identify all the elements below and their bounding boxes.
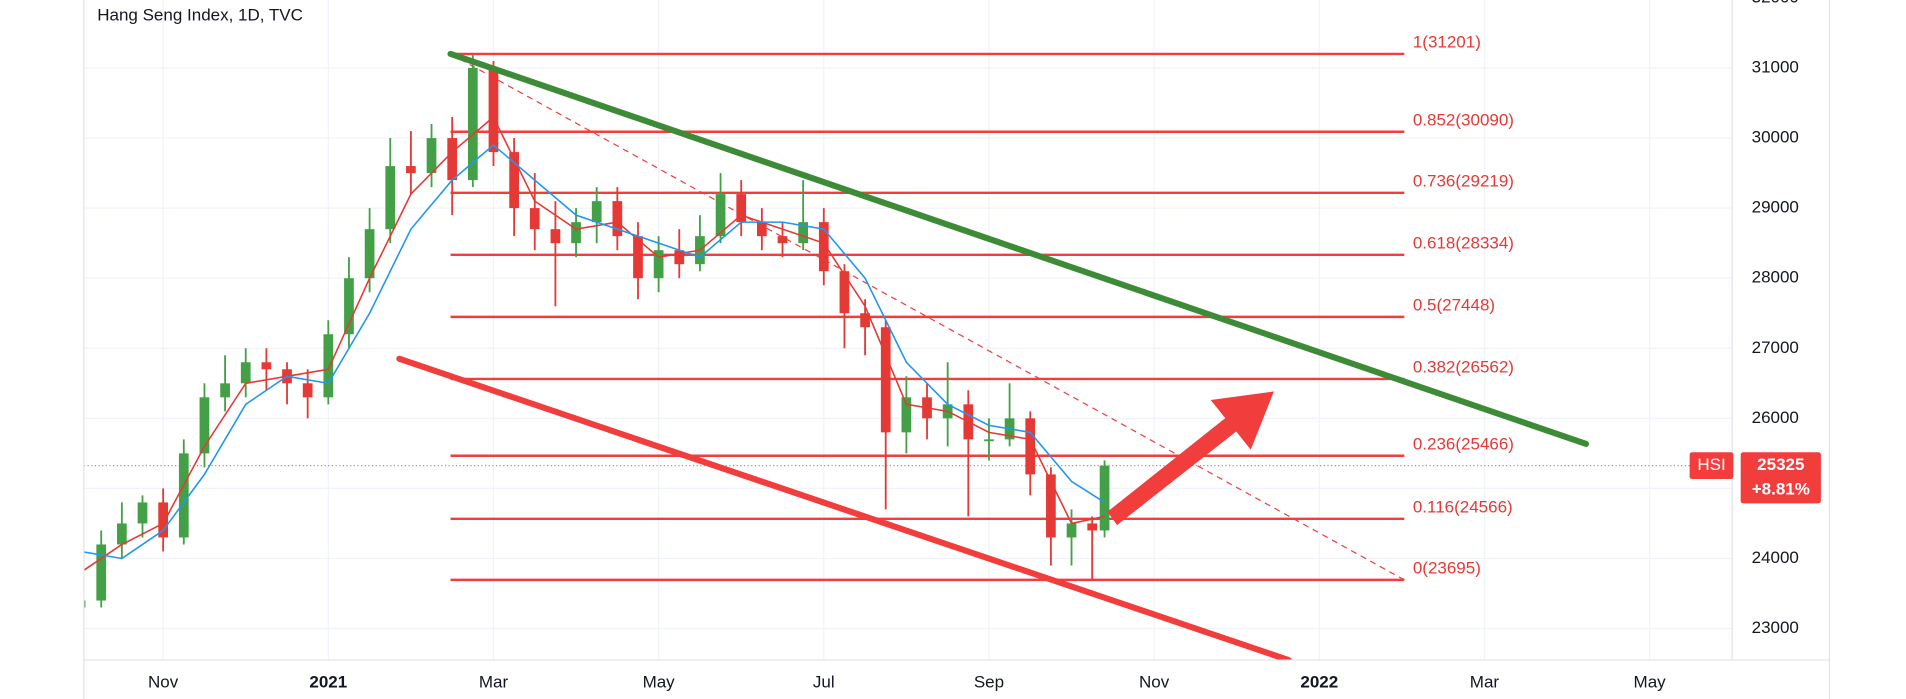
price-label: 25325 [1757,455,1804,474]
candle-body [591,201,602,223]
candle-body [984,439,994,442]
candle-body [901,397,912,433]
candle-body [674,250,685,265]
candle-body [880,327,891,433]
candle-body [137,502,148,524]
x-tick-label: Jul [813,673,835,692]
candle-body [839,271,850,314]
price-tag [1740,452,1821,504]
candle-body [406,166,416,174]
plot-area [83,50,1733,661]
candle-body [1066,523,1077,538]
candle-body [633,236,643,279]
fib-label: 0.116(24566) [1413,497,1513,516]
candle-body [612,201,623,237]
y-tick-label: 23000 [1752,618,1799,637]
x-tick-label: Mar [479,673,509,692]
candle-body [509,152,519,209]
y-tick-label: 24000 [1752,548,1799,567]
candle-body [199,397,210,454]
candle-body [96,544,107,601]
candle-body [818,222,829,272]
candle-body [571,222,581,244]
candle-body [467,67,478,181]
candle-body [385,166,396,230]
trend-line [447,50,1590,447]
symbol-label: HSI [1697,455,1725,474]
candle-body [653,250,664,279]
change-label: +8.81% [1752,479,1810,498]
candle-body [364,229,375,279]
candle-body [83,600,86,608]
x-tick-label: May [1634,673,1667,692]
candle-body [715,194,726,237]
candle-body [488,67,499,153]
fib-label: 0.736(29219) [1413,171,1514,190]
candle-body [550,229,561,244]
candle-body [178,453,189,538]
fib-label: 0.618(28334) [1413,233,1514,252]
chart-title: Hang Seng Index, 1D, TVC [97,5,303,24]
candle-body [447,138,458,181]
moving-average [83,144,1105,560]
candle-body [1099,465,1110,531]
fib-label: 0.852(30090) [1413,110,1514,129]
x-tick-label: Sep [974,673,1004,692]
fib-label: 1(31201) [1413,32,1481,51]
symbol-tag [1689,452,1734,480]
moving-average [83,115,1105,572]
x-tick-label: 2021 [309,673,347,692]
x-tick-label: Nov [1139,673,1170,692]
candle-body [116,523,127,545]
candle-body [261,362,272,370]
fib-label: 0.5(27448) [1413,295,1495,314]
candle-body [1025,418,1036,475]
candle-body [1087,523,1098,531]
y-tick-label: 26000 [1752,408,1799,427]
axes: 2300024000250002600027000280002900030000… [148,0,1821,692]
y-tick-label: 31000 [1752,57,1799,76]
candle-body [529,208,540,230]
candle-body [1046,474,1056,538]
candle-body [777,236,788,244]
x-tick-label: Mar [1470,673,1500,692]
candle-body [220,383,230,398]
y-tick-label: 29000 [1752,198,1799,217]
candle-body [798,222,809,244]
candle-body [756,222,767,237]
candle-body [302,383,313,398]
candle-body [860,313,870,328]
candle-body [240,362,251,384]
candle-body [344,278,354,335]
fib-label: 0(23695) [1413,558,1481,577]
x-tick-label: May [643,673,676,692]
y-tick-label: 27000 [1752,338,1799,357]
candle-body [426,138,437,174]
candle-body [736,194,747,223]
x-tick-label: 2022 [1300,673,1338,692]
candle-body [158,502,169,538]
arrow [1107,391,1274,526]
y-tick-label: 30000 [1752,128,1799,147]
y-tick-label: 32000 [1752,0,1799,6]
fib-label: 0.382(26562) [1413,358,1514,377]
candle-body [323,334,334,398]
trend-line [396,355,1292,661]
x-tick-label: Nov [148,673,179,692]
y-tick-label: 28000 [1752,268,1799,287]
fib-label: 0.236(25466) [1413,434,1514,453]
